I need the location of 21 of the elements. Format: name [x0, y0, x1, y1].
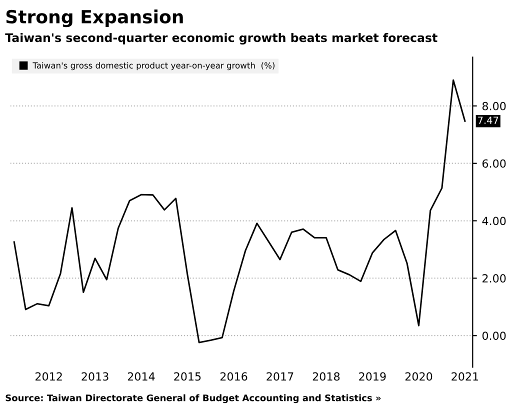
chart-title: Strong Expansion: [6, 10, 183, 28]
y-tick-label: 2.00: [482, 274, 506, 283]
chart-subtitle: Taiwan's second-quarter economic growth beats market forecast: [5, 33, 438, 45]
y-tick-label: 8.00: [482, 102, 506, 110]
x-tick-label: 2014: [128, 372, 155, 381]
source-note: Source: Taiwan Directorate General of Budget Accounting and Statistics »: [6, 394, 381, 404]
x-tick-label: 2017: [266, 372, 294, 381]
y-tick-label: 4.00: [482, 216, 506, 226]
x-tick-label: 2018: [312, 372, 340, 381]
x-tick-label: 2012: [36, 372, 62, 381]
annotation: 7.47: [478, 116, 498, 124]
line-series: [13, 79, 466, 344]
y-tick-label: 6.00: [482, 159, 506, 168]
legend-label: Taiwan's gross domestic product year-on-year growth (%): [32, 62, 274, 70]
x-tick-label: 2015: [174, 372, 201, 381]
x-tick-label: 2020: [405, 372, 432, 381]
x-tick-label: 2016: [220, 372, 248, 381]
x-tick-label: 2013: [82, 372, 108, 381]
y-tick-label: 0.00: [482, 332, 506, 340]
x-tick-label: 2021: [452, 372, 478, 381]
x-tick-label: 2019: [359, 372, 386, 381]
